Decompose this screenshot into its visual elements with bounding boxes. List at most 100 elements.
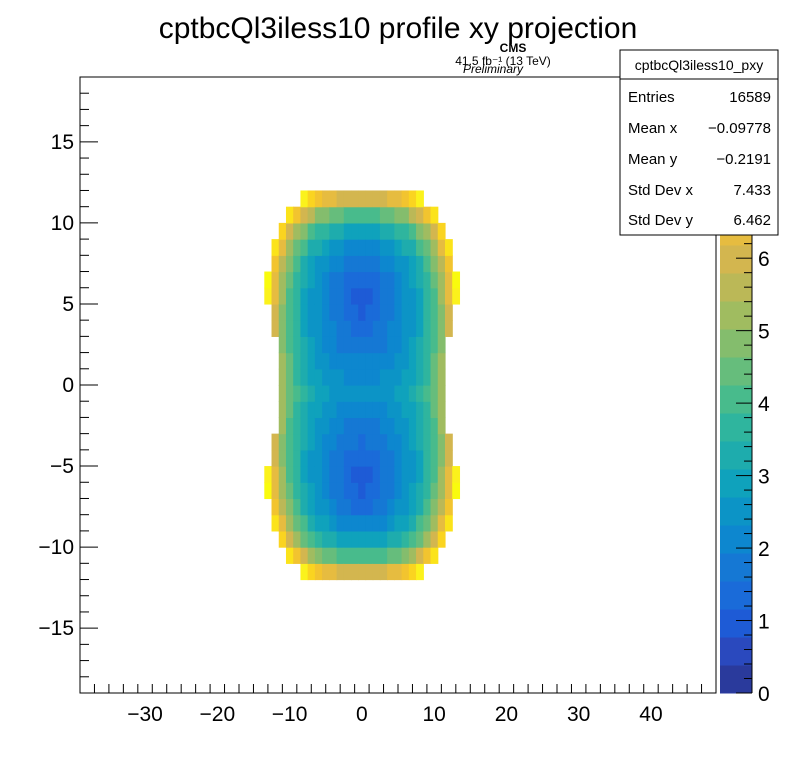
chart-title: cptbcQl3iless10 profile xy projection xyxy=(159,12,638,45)
heatmap-cell xyxy=(401,498,410,516)
heatmap-cell xyxy=(322,385,330,402)
heatmap-cell xyxy=(423,385,432,402)
heatmap-cell xyxy=(351,287,359,305)
heatmap-cell xyxy=(423,466,432,483)
heatmap-cell xyxy=(416,336,424,354)
heatmap-cell xyxy=(358,255,367,273)
heatmap-cell xyxy=(387,417,395,435)
heatmap-cell xyxy=(387,320,395,337)
heatmap-cell xyxy=(358,303,367,321)
heatmap-cell xyxy=(394,190,403,208)
heatmap-cell xyxy=(365,239,374,256)
heatmap-cell xyxy=(336,320,345,337)
heatmap-cell xyxy=(430,255,439,273)
heatmap-cell xyxy=(444,482,453,500)
heatmap-cell xyxy=(278,287,287,305)
heatmap-cell xyxy=(322,320,330,337)
color-scale-label: 0 xyxy=(758,683,770,706)
heatmap-cell xyxy=(394,449,403,467)
heatmap-cell xyxy=(416,206,424,224)
heatmap-cell xyxy=(336,336,345,354)
y-tick-label: 5 xyxy=(62,293,74,316)
heatmap-cell xyxy=(336,482,345,500)
heatmap-cell xyxy=(372,547,381,564)
heatmap-cell xyxy=(293,482,302,500)
heatmap-cell xyxy=(372,466,381,483)
heatmap-cell xyxy=(401,303,410,321)
heatmap-cell xyxy=(285,547,294,564)
heatmap-cell xyxy=(329,563,338,581)
heatmap-cell xyxy=(264,466,273,483)
x-tick-label: 30 xyxy=(567,703,590,726)
heatmap-cell xyxy=(372,320,381,337)
heatmap-cell xyxy=(358,239,367,256)
heatmap-cell xyxy=(401,368,410,386)
heatmap-cell xyxy=(394,255,403,273)
heatmap-cell xyxy=(423,530,432,548)
heatmap-cell xyxy=(437,336,446,354)
heatmap-cell xyxy=(372,206,381,224)
heatmap-cell xyxy=(387,222,395,240)
heatmap-cell xyxy=(293,222,302,240)
heatmap-cell xyxy=(351,498,359,516)
heatmap-cell xyxy=(300,449,309,467)
heatmap-cell xyxy=(387,239,395,256)
heatmap-cell xyxy=(307,368,316,386)
heatmap-cell xyxy=(322,352,330,370)
heatmap-cell xyxy=(401,222,410,240)
heatmap-cell xyxy=(416,433,424,451)
heatmap-cell xyxy=(358,206,367,224)
heatmap-cell xyxy=(408,255,417,273)
heatmap-cell xyxy=(336,190,345,208)
heatmap-cell xyxy=(372,514,381,532)
heatmap-cell xyxy=(351,482,359,500)
heatmap-cell xyxy=(278,466,287,483)
color-scale-labels: 01234567 xyxy=(758,176,770,706)
heatmap-cell xyxy=(300,352,309,370)
heatmap-cell xyxy=(358,433,367,451)
heatmap-cell xyxy=(379,417,388,435)
heatmap-cell xyxy=(358,530,367,548)
heatmap-cell xyxy=(307,239,316,256)
heatmap-cell xyxy=(394,352,403,370)
heatmap-cell xyxy=(387,352,395,370)
heatmap-cell xyxy=(408,336,417,354)
heatmap-cell xyxy=(336,530,345,548)
heatmap-cell xyxy=(336,385,345,402)
heatmap-cell xyxy=(430,385,439,402)
heatmap-cell xyxy=(437,352,446,370)
heatmap-cell xyxy=(358,417,367,435)
heatmap-cell xyxy=(423,368,432,386)
heatmap-cell xyxy=(322,498,330,516)
heatmap-cell xyxy=(285,206,294,224)
heatmap-cell xyxy=(300,336,309,354)
heatmap-cell xyxy=(322,433,330,451)
heatmap-cell xyxy=(387,401,395,419)
heatmap-cell xyxy=(365,255,374,273)
heatmap-cell xyxy=(401,352,410,370)
color-scale-swatch xyxy=(720,581,752,610)
heatmap-cell xyxy=(358,449,367,467)
heatmap-cell xyxy=(343,530,352,548)
heatmap-cell xyxy=(408,271,417,289)
heatmap-cell xyxy=(365,336,374,354)
heatmap-cell xyxy=(408,417,417,435)
x-tick-label: 20 xyxy=(495,703,518,726)
heatmap-cell xyxy=(358,385,367,402)
heatmap-cell xyxy=(336,303,345,321)
heatmap-cell xyxy=(314,401,323,419)
heatmap-cells xyxy=(264,190,461,581)
heatmap-cell xyxy=(314,449,323,467)
heatmap-cell xyxy=(430,239,439,256)
heatmap-cell xyxy=(336,271,345,289)
heatmap-cell xyxy=(307,190,316,208)
heatmap-cell xyxy=(423,417,432,435)
heatmap-cell xyxy=(408,530,417,548)
heatmap-cell xyxy=(408,303,417,321)
heatmap-cell xyxy=(365,482,374,500)
heatmap-cell xyxy=(394,271,403,289)
stat-mean-x-value: −0.09778 xyxy=(708,120,771,137)
heatmap-cell xyxy=(285,336,294,354)
heatmap-cell xyxy=(408,320,417,337)
heatmap-cell xyxy=(372,368,381,386)
